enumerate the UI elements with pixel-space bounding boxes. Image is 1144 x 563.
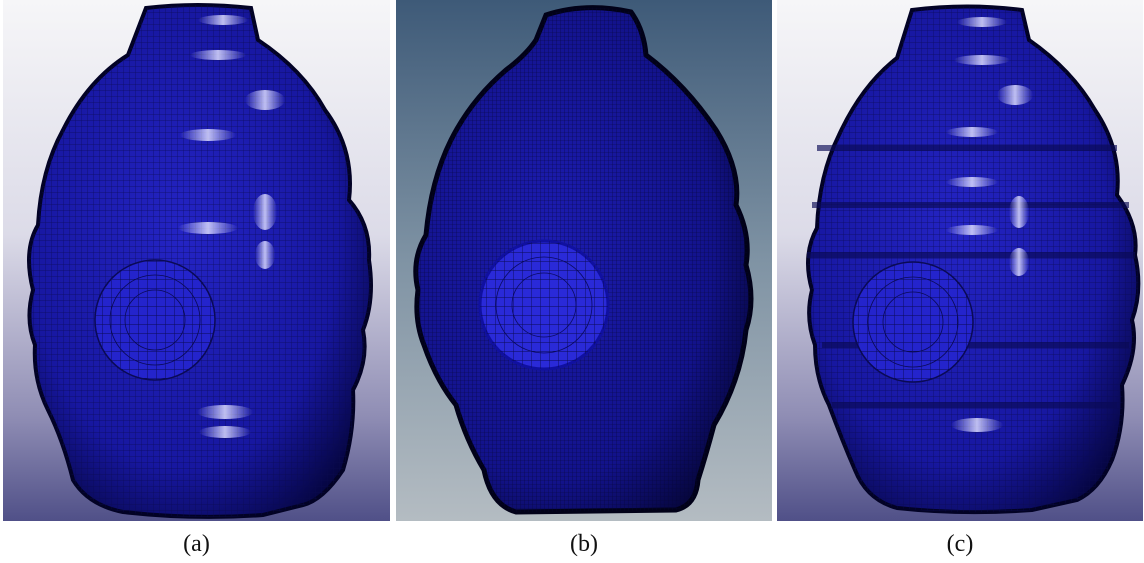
mesh-panel-c <box>777 0 1143 521</box>
ring-bands <box>807 145 1135 408</box>
panel-caption-a: (a) <box>183 531 210 557</box>
panel-caption-c: (c) <box>946 531 974 557</box>
mesh-panel-b <box>396 0 772 521</box>
mesh-render-c <box>777 0 1143 521</box>
circular-patch <box>94 259 216 381</box>
mesh-panel-a <box>3 0 390 521</box>
circular-patch <box>478 239 610 371</box>
circular-patch <box>852 261 974 383</box>
mesh-render-a <box>3 0 390 521</box>
mesh-render-b <box>396 0 772 521</box>
panel-caption-b: (b) <box>570 531 598 557</box>
